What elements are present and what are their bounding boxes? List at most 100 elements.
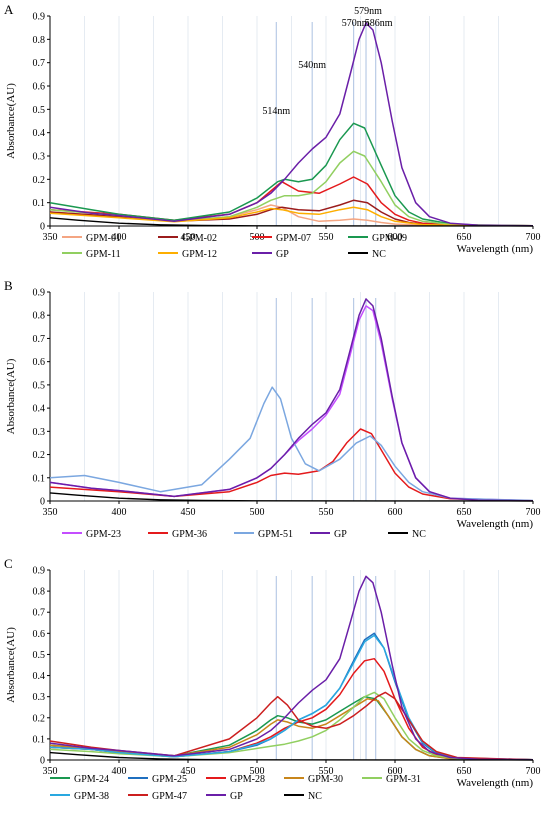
legend-item: GPM-36: [148, 529, 207, 540]
legend-label: NC: [372, 249, 386, 260]
y-tick-label: 0.9: [33, 12, 46, 23]
y-tick-label: 0.3: [33, 427, 46, 438]
x-tick-label: 650: [457, 507, 472, 518]
series-line-gpm-11: [49, 150, 534, 227]
x-tick-label: 400: [112, 507, 127, 518]
y-tick-label: 0.5: [33, 650, 46, 661]
y-tick-label: 0.1: [33, 198, 46, 209]
legend-item: GPM-25: [128, 774, 187, 785]
legend-item: NC: [284, 791, 322, 802]
legend-label: GPM-01: [86, 233, 121, 244]
y-tick-label: 0: [40, 497, 45, 508]
y-tick-label: 0.8: [33, 311, 46, 322]
legend-label: GPM-11: [86, 249, 121, 260]
y-tick-label: 0.9: [33, 288, 46, 299]
panel-letter: B: [4, 278, 13, 293]
series-line-gp: [49, 298, 534, 502]
legend-item: GP: [252, 249, 289, 260]
series-lines: [49, 22, 534, 227]
legend-item: GPM-01: [62, 233, 121, 244]
legend-item: NC: [348, 249, 386, 260]
y-tick-label: 0.7: [33, 334, 46, 345]
x-tick-label: 450: [181, 232, 196, 243]
x-tick-label: 600: [388, 507, 403, 518]
series-line-gp: [49, 22, 534, 227]
x-tick-label: 700: [526, 766, 541, 777]
legend-item: GPM-38: [50, 791, 109, 802]
series-line-nc: [49, 751, 534, 761]
legend-label: GPM-38: [74, 791, 109, 802]
x-tick-label: 600: [388, 232, 403, 243]
y-tick-label: 0.7: [33, 58, 46, 69]
x-tick-label: 500: [250, 766, 265, 777]
annotation-label: 579nm: [354, 6, 382, 17]
annotation-label: 586nm: [365, 18, 393, 29]
series-line-gpm-09: [49, 122, 534, 227]
series-line-gpm-12: [49, 206, 534, 227]
series-lines: [49, 575, 534, 761]
legend-label: GPM-51: [258, 529, 293, 540]
series-line-nc: [49, 217, 534, 227]
series-line-gpm-51: [49, 386, 534, 502]
y-tick-label: 0.9: [33, 566, 46, 577]
series-line-gpm-36: [49, 428, 534, 502]
y-tick-label: 0.3: [33, 152, 46, 163]
legend-item: GPM-12: [158, 249, 217, 260]
chart-panel-c: 0 0.1 0.2 0.3 0.4 0.5 0.6 0.7 0.8 0.9 350 400 450 500…: [4, 556, 541, 802]
y-tick-label: 0.6: [33, 357, 46, 368]
legend-item: GPM-24: [50, 774, 109, 785]
legend-item: GPM-28: [206, 774, 265, 785]
legend: GPM-24 GPM-25 GPM-28 GPM-30 GPM-31 GPM-38 GPM-…: [50, 774, 421, 802]
series-lines: [49, 298, 534, 502]
y-tick-labels: 0 0.1 0.2 0.3 0.4 0.5 0.6 0.7 0.8 0.9: [33, 566, 50, 767]
x-tick-label: 650: [457, 232, 472, 243]
legend-label: GP: [334, 529, 347, 540]
x-tick-label: 450: [181, 507, 196, 518]
legend-label: GPM-30: [308, 774, 343, 785]
y-tick-label: 0.4: [33, 404, 46, 415]
legend-item: NC: [388, 529, 426, 540]
legend-item: GPM-51: [234, 529, 293, 540]
y-tick-label: 0.8: [33, 587, 46, 598]
legend-item: GP: [206, 791, 243, 802]
y-tick-label: 0.8: [33, 35, 46, 46]
legend-item: GPM-07: [252, 233, 311, 244]
x-axis-title: Wavelength (nm): [457, 243, 534, 255]
legend-item: GP: [310, 529, 347, 540]
legend-label: NC: [412, 529, 426, 540]
y-tick-label: 0.1: [33, 734, 46, 745]
x-tick-label: 350: [43, 766, 58, 777]
legend-label: GPM-47: [152, 791, 187, 802]
x-tick-label: 550: [319, 232, 334, 243]
series-line-gpm-30: [49, 698, 534, 761]
legend-item: GPM-47: [128, 791, 187, 802]
legend-label: GP: [276, 249, 289, 260]
x-tick-labels: 350 400 450 500 550 600 650 700: [43, 760, 541, 777]
panel-letter: C: [4, 556, 13, 571]
legend-label: GPM-07: [276, 233, 311, 244]
series-line-gpm-47: [49, 691, 534, 761]
y-tick-label: 0.6: [33, 629, 46, 640]
legend-label: GPM-36: [172, 529, 207, 540]
x-tick-label: 350: [43, 232, 58, 243]
legend-item: GPM-11: [62, 249, 121, 260]
legend: GPM-23 GPM-36 GPM-51 GP NC: [62, 529, 426, 540]
legend-label: GPM-28: [230, 774, 265, 785]
legend-label: NC: [308, 791, 322, 802]
legend-label: GPM-23: [86, 529, 121, 540]
legend-item: GPM-30: [284, 774, 343, 785]
legend: GPM-01 GPM-02 GPM-07 GPM-09 GPM-11 GPM-12 GP NC: [62, 233, 407, 260]
legend-item: GPM-23: [62, 529, 121, 540]
y-tick-label: 0.2: [33, 450, 46, 461]
x-tick-labels: 350 400 450 500 550 600 650 700: [43, 501, 541, 518]
x-tick-label: 700: [526, 507, 541, 518]
gridlines: [84, 16, 499, 226]
y-tick-label: 0.1: [33, 473, 46, 484]
x-tick-label: 400: [112, 232, 127, 243]
chart-panel-b: 0 0.1 0.2 0.3 0.4 0.5 0.6 0.7 0.8 0.9 350 400 450 500…: [4, 278, 541, 540]
x-tick-label: 350: [43, 507, 58, 518]
annotation-label: 514nm: [262, 106, 290, 117]
annotation-label: 540nm: [298, 60, 326, 71]
